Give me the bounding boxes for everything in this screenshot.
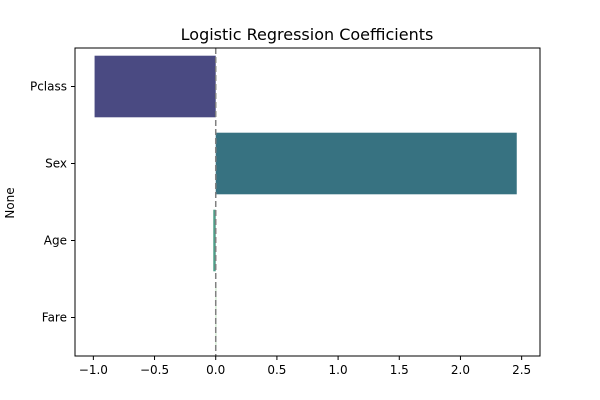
y-axis-ticks: Pclass Sex Age Fare xyxy=(30,80,75,325)
x-tick-label: −1.0 xyxy=(79,363,108,377)
x-tick-label: −0.5 xyxy=(140,363,169,377)
y-tick-label-sex: Sex xyxy=(45,157,67,171)
bar-age xyxy=(213,209,216,272)
bar-pclass xyxy=(94,55,216,118)
y-tick-label-pclass: Pclass xyxy=(30,80,67,94)
y-axis-label: None xyxy=(3,187,17,218)
plot-frame xyxy=(74,47,541,357)
bar-fare xyxy=(215,286,217,349)
x-tick-label: 1.5 xyxy=(390,363,409,377)
bars-group xyxy=(94,55,517,349)
x-tick-label: 1.0 xyxy=(329,363,348,377)
x-tick-label: 2.0 xyxy=(451,363,470,377)
y-tick-label-age: Age xyxy=(44,234,67,248)
x-tick-label: 0.0 xyxy=(206,363,225,377)
x-tick-label: 0.5 xyxy=(267,363,286,377)
y-tick-label-fare: Fare xyxy=(42,311,67,325)
x-tick-label: 2.5 xyxy=(512,363,531,377)
bar-sex xyxy=(215,132,517,195)
chart-title: Logistic Regression Coefficients xyxy=(181,25,434,44)
x-axis-ticks: −1.0 −0.5 0.0 0.5 1.0 1.5 2.0 2.5 xyxy=(79,356,531,377)
